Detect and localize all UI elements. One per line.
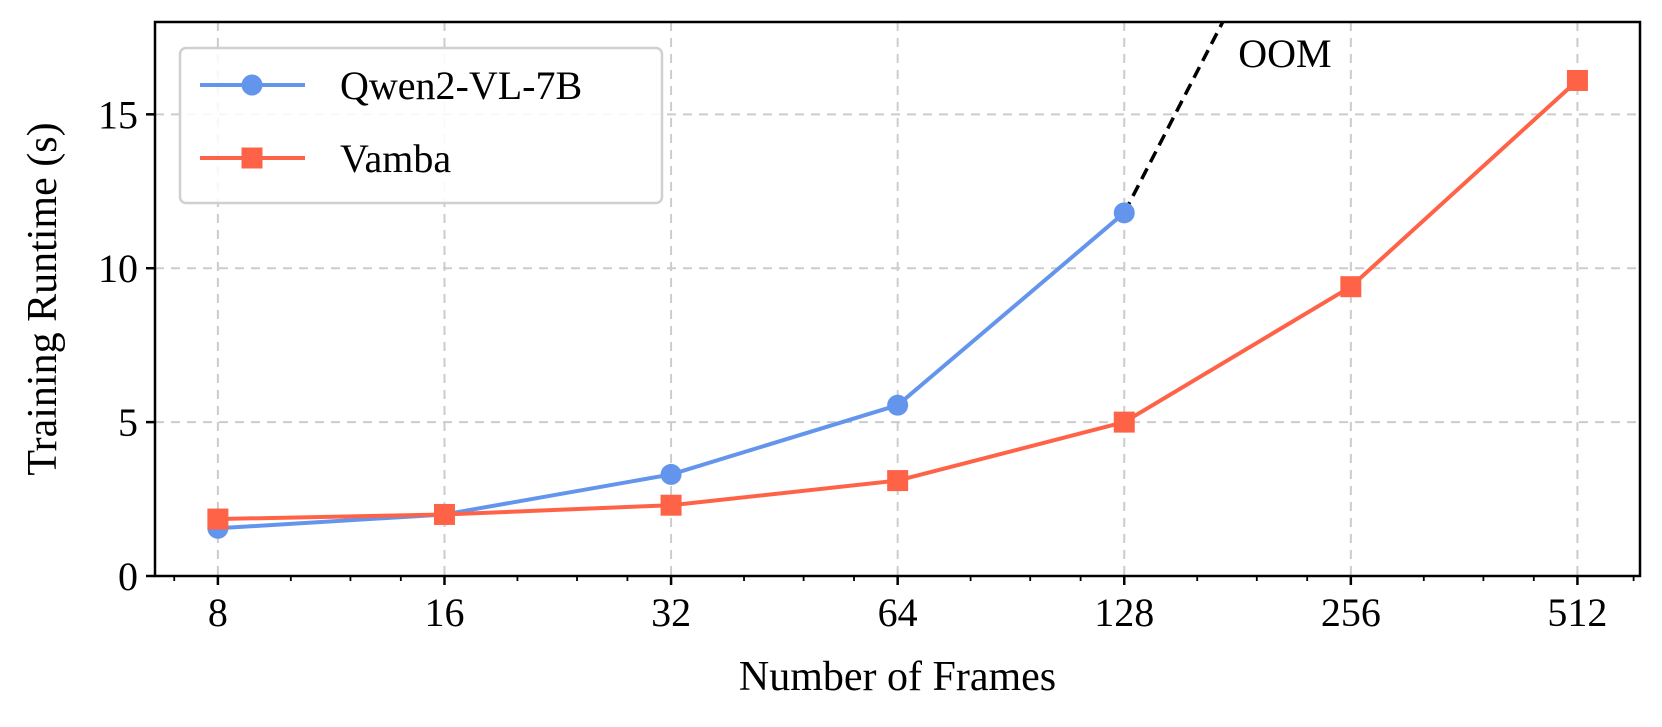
y-axis-label: Training Runtime (s) bbox=[20, 122, 66, 475]
series-qwen2-vl-7b bbox=[207, 202, 1135, 539]
x-tick-label: 64 bbox=[878, 590, 918, 635]
x-tick-label: 16 bbox=[424, 590, 464, 635]
data-point bbox=[887, 394, 909, 416]
legend-label: Vamba bbox=[340, 136, 451, 181]
y-tick-label: 5 bbox=[118, 400, 138, 445]
y-tick-label: 0 bbox=[118, 554, 138, 599]
plot-area-frame bbox=[153, 20, 1642, 578]
x-tick-label: 512 bbox=[1547, 590, 1607, 635]
data-point bbox=[1113, 202, 1135, 224]
data-point bbox=[207, 508, 229, 530]
series-vamba bbox=[207, 69, 1588, 530]
legend: Qwen2-VL-7B Vamba bbox=[178, 46, 664, 205]
data-point bbox=[1340, 276, 1362, 298]
y-tick-label: 15 bbox=[98, 92, 138, 137]
x-tick-label: 256 bbox=[1321, 590, 1381, 635]
series-layer bbox=[207, 22, 1588, 539]
data-point bbox=[433, 503, 455, 525]
data-point bbox=[660, 463, 682, 485]
legend-marker bbox=[241, 74, 263, 96]
annotations: OOM bbox=[1238, 31, 1331, 76]
data-point bbox=[660, 494, 682, 516]
x-axis-label: Number of Frames bbox=[739, 654, 1056, 700]
oom-annotation: OOM bbox=[1238, 31, 1331, 76]
x-tick-label: 8 bbox=[208, 590, 228, 635]
major-ticks: 8 16 32 64 128 256 512 0 5 10 15 bbox=[98, 92, 1607, 635]
y-tick-label: 10 bbox=[98, 246, 138, 291]
data-point bbox=[887, 470, 909, 492]
legend-marker bbox=[241, 147, 263, 169]
x-tick-label: 32 bbox=[651, 590, 691, 635]
oom-extrapolation-line bbox=[1122, 22, 1225, 214]
legend-label: Qwen2-VL-7B bbox=[340, 63, 582, 108]
legend-entry: Qwen2-VL-7B bbox=[200, 63, 582, 108]
x-tick-label: 128 bbox=[1094, 590, 1154, 635]
data-point bbox=[1113, 411, 1135, 433]
legend-entry: Vamba bbox=[200, 136, 451, 181]
data-point bbox=[1566, 69, 1588, 91]
